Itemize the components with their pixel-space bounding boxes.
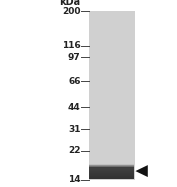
Bar	[89, 166, 134, 167]
Bar	[89, 165, 134, 166]
Text: kDa: kDa	[59, 0, 81, 7]
Text: 200: 200	[62, 7, 81, 16]
Bar	[89, 166, 134, 167]
Polygon shape	[135, 165, 148, 177]
Bar	[89, 173, 134, 174]
Bar	[88, 11, 135, 180]
Text: 14: 14	[68, 175, 81, 184]
Text: 22: 22	[68, 146, 81, 155]
Bar	[89, 177, 134, 178]
Bar	[89, 164, 134, 165]
Text: 116: 116	[62, 41, 81, 50]
Text: 44: 44	[68, 102, 81, 112]
Text: 31: 31	[68, 125, 81, 134]
Bar	[89, 178, 134, 179]
Bar	[89, 176, 134, 177]
Bar	[89, 168, 134, 169]
Bar	[89, 169, 134, 170]
Text: 97: 97	[68, 53, 81, 62]
Bar	[89, 171, 134, 172]
Bar	[89, 174, 134, 175]
Bar	[89, 172, 134, 173]
Bar	[89, 173, 134, 174]
Bar	[89, 170, 134, 171]
Text: 66: 66	[68, 77, 81, 86]
Bar	[89, 175, 134, 176]
Bar	[89, 174, 134, 175]
Bar	[89, 167, 134, 168]
